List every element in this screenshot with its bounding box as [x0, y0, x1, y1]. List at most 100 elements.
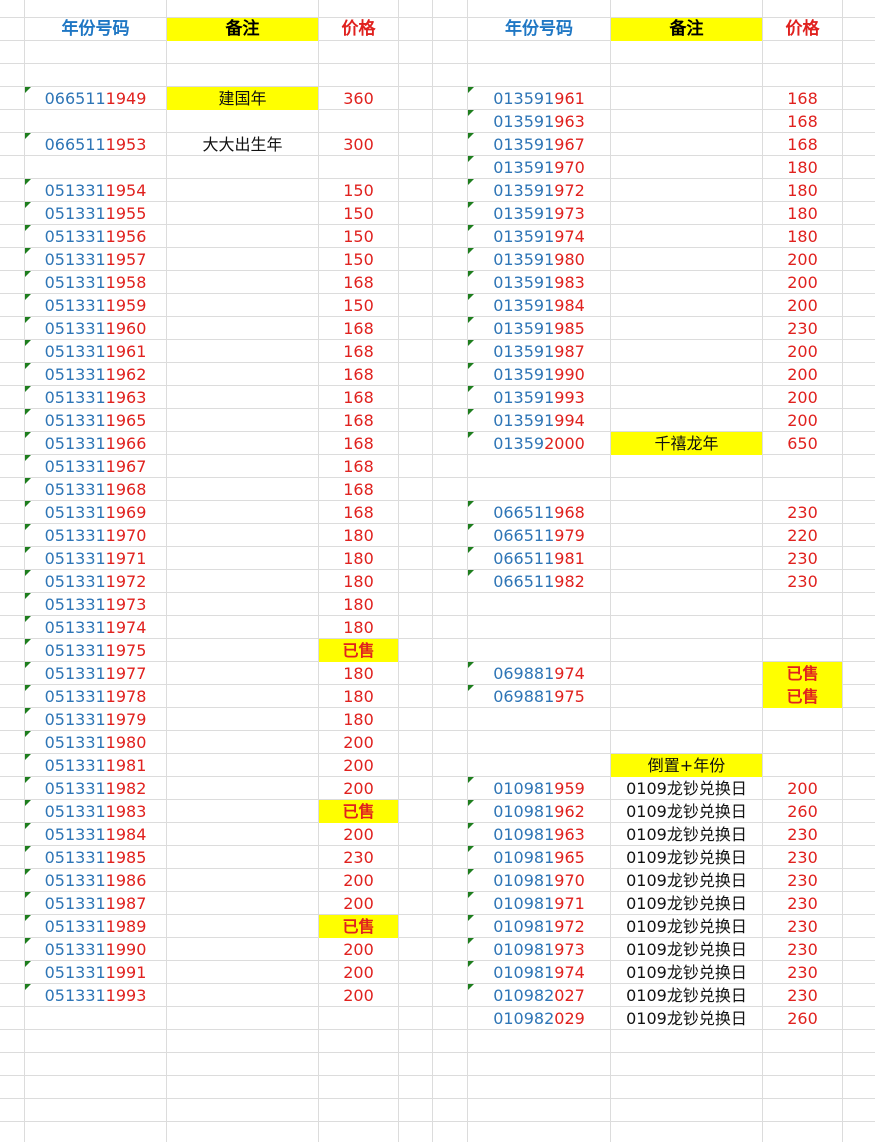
serial-number-cell[interactable]: 013592000: [468, 432, 610, 455]
note-cell[interactable]: 0109龙钞兑换日: [626, 963, 747, 982]
price-cell[interactable]: 200: [787, 342, 818, 361]
serial-number-cell[interactable]: 066511968: [468, 501, 610, 524]
serial-number-cell[interactable]: 0513311987: [25, 892, 166, 915]
price-cell[interactable]: 180: [343, 687, 374, 706]
serial-number-cell[interactable]: 0513311961: [25, 340, 166, 363]
header-year-number-right[interactable]: 年份号码: [505, 19, 573, 39]
price-cell[interactable]: 200: [787, 296, 818, 315]
price-cell[interactable]: 180: [787, 227, 818, 246]
serial-number-cell[interactable]: 013591994: [468, 409, 610, 432]
serial-number-cell[interactable]: 0513311963: [25, 386, 166, 409]
price-cell[interactable]: 230: [787, 917, 818, 936]
serial-number-cell[interactable]: 013591980: [468, 248, 610, 271]
serial-number-cell[interactable]: 0513311967: [25, 455, 166, 478]
serial-number-cell[interactable]: 0513311956: [25, 225, 166, 248]
serial-number-cell[interactable]: 0513311978: [25, 685, 166, 708]
serial-number-cell[interactable]: 010981965: [468, 846, 610, 869]
price-cell[interactable]: 180: [343, 595, 374, 614]
price-cell[interactable]: 168: [343, 457, 374, 476]
serial-number-cell[interactable]: 0513311975: [25, 639, 166, 662]
serial-number-cell[interactable]: 0513311990: [25, 938, 166, 961]
price-cell[interactable]: 200: [343, 940, 374, 959]
price-cell[interactable]: 180: [343, 549, 374, 568]
price-cell[interactable]: 168: [343, 273, 374, 292]
price-cell[interactable]: 200: [343, 825, 374, 844]
price-cell[interactable]: 230: [787, 572, 818, 591]
note-cell[interactable]: 千禧龙年: [611, 432, 762, 455]
header-year-number-left[interactable]: 年份号码: [61, 19, 130, 39]
sold-status-cell[interactable]: 已售: [319, 915, 398, 938]
note-cell[interactable]: 0109龙钞兑换日: [626, 802, 747, 821]
serial-number-cell[interactable]: 0513311966: [25, 432, 166, 455]
serial-number-cell[interactable]: 0513311974: [25, 616, 166, 639]
serial-number-cell[interactable]: 066511982: [468, 570, 610, 593]
serial-number-cell[interactable]: 013591983: [468, 271, 610, 294]
price-cell[interactable]: 300: [343, 135, 374, 154]
serial-number-cell[interactable]: 0513311985: [25, 846, 166, 869]
serial-number-cell[interactable]: 0513311991: [25, 961, 166, 984]
header-price-left[interactable]: 价格: [341, 19, 376, 39]
serial-number-cell[interactable]: 013591963: [468, 110, 610, 133]
note-cell[interactable]: 大大出生年: [202, 135, 283, 154]
note-cell[interactable]: 0109龙钞兑换日: [626, 894, 747, 913]
price-cell[interactable]: 168: [787, 89, 818, 108]
serial-number-cell[interactable]: 0513311986: [25, 869, 166, 892]
price-cell[interactable]: 150: [343, 181, 374, 200]
serial-number-cell[interactable]: 0513311981: [25, 754, 166, 777]
serial-number-cell[interactable]: 0513311962: [25, 363, 166, 386]
serial-number-cell[interactable]: 0513311993: [25, 984, 166, 1007]
serial-number-cell[interactable]: 0513311957: [25, 248, 166, 271]
serial-number-cell[interactable]: 010981970: [468, 869, 610, 892]
price-cell[interactable]: 168: [343, 480, 374, 499]
price-cell[interactable]: 180: [343, 664, 374, 683]
price-cell[interactable]: 200: [787, 411, 818, 430]
serial-number-cell[interactable]: 010982029: [468, 1007, 610, 1030]
serial-number-cell[interactable]: 0513311972: [25, 570, 166, 593]
price-cell[interactable]: 200: [787, 273, 818, 292]
serial-number-cell[interactable]: 069881975: [468, 685, 610, 708]
price-cell[interactable]: 180: [343, 572, 374, 591]
serial-number-cell[interactable]: 013591993: [468, 386, 610, 409]
price-cell[interactable]: 168: [787, 112, 818, 131]
serial-number-cell[interactable]: 010981972: [468, 915, 610, 938]
serial-number-cell[interactable]: 010981963: [468, 823, 610, 846]
serial-number-cell[interactable]: 013591961: [468, 87, 610, 110]
price-cell[interactable]: 200: [787, 250, 818, 269]
price-cell[interactable]: 200: [343, 963, 374, 982]
note-cell[interactable]: 0109龙钞兑换日: [626, 848, 747, 867]
serial-number-cell[interactable]: 010982027: [468, 984, 610, 1007]
note-cell[interactable]: 0109龙钞兑换日: [626, 917, 747, 936]
serial-number-cell[interactable]: 013591973: [468, 202, 610, 225]
price-cell[interactable]: 230: [787, 963, 818, 982]
price-cell[interactable]: 200: [343, 756, 374, 775]
price-cell[interactable]: 180: [343, 618, 374, 637]
price-cell[interactable]: 230: [787, 503, 818, 522]
price-cell[interactable]: 150: [343, 227, 374, 246]
price-cell[interactable]: 168: [343, 319, 374, 338]
price-cell[interactable]: 180: [343, 526, 374, 545]
price-cell[interactable]: 168: [343, 411, 374, 430]
serial-number-cell[interactable]: 0513311969: [25, 501, 166, 524]
note-cell[interactable]: 建国年: [167, 87, 318, 110]
note-cell[interactable]: 倒置+年份: [611, 754, 762, 777]
serial-number-cell[interactable]: 0513311968: [25, 478, 166, 501]
price-cell[interactable]: 200: [343, 986, 374, 1005]
sold-status-cell[interactable]: 已售: [319, 639, 398, 662]
price-cell[interactable]: 200: [787, 779, 818, 798]
price-cell[interactable]: 150: [343, 296, 374, 315]
serial-number-cell[interactable]: 010981973: [468, 938, 610, 961]
sold-status-cell[interactable]: 已售: [319, 800, 398, 823]
serial-number-cell[interactable]: 013591987: [468, 340, 610, 363]
note-cell[interactable]: 0109龙钞兑换日: [626, 779, 747, 798]
note-cell[interactable]: 0109龙钞兑换日: [626, 940, 747, 959]
price-cell[interactable]: 168: [343, 503, 374, 522]
serial-number-cell[interactable]: 013591974: [468, 225, 610, 248]
serial-number-cell[interactable]: 010981959: [468, 777, 610, 800]
price-cell[interactable]: 168: [343, 365, 374, 384]
price-cell[interactable]: 200: [343, 871, 374, 890]
price-cell[interactable]: 230: [787, 871, 818, 890]
price-cell[interactable]: 168: [343, 342, 374, 361]
serial-number-cell[interactable]: 0513311959: [25, 294, 166, 317]
serial-number-cell[interactable]: 013591990: [468, 363, 610, 386]
